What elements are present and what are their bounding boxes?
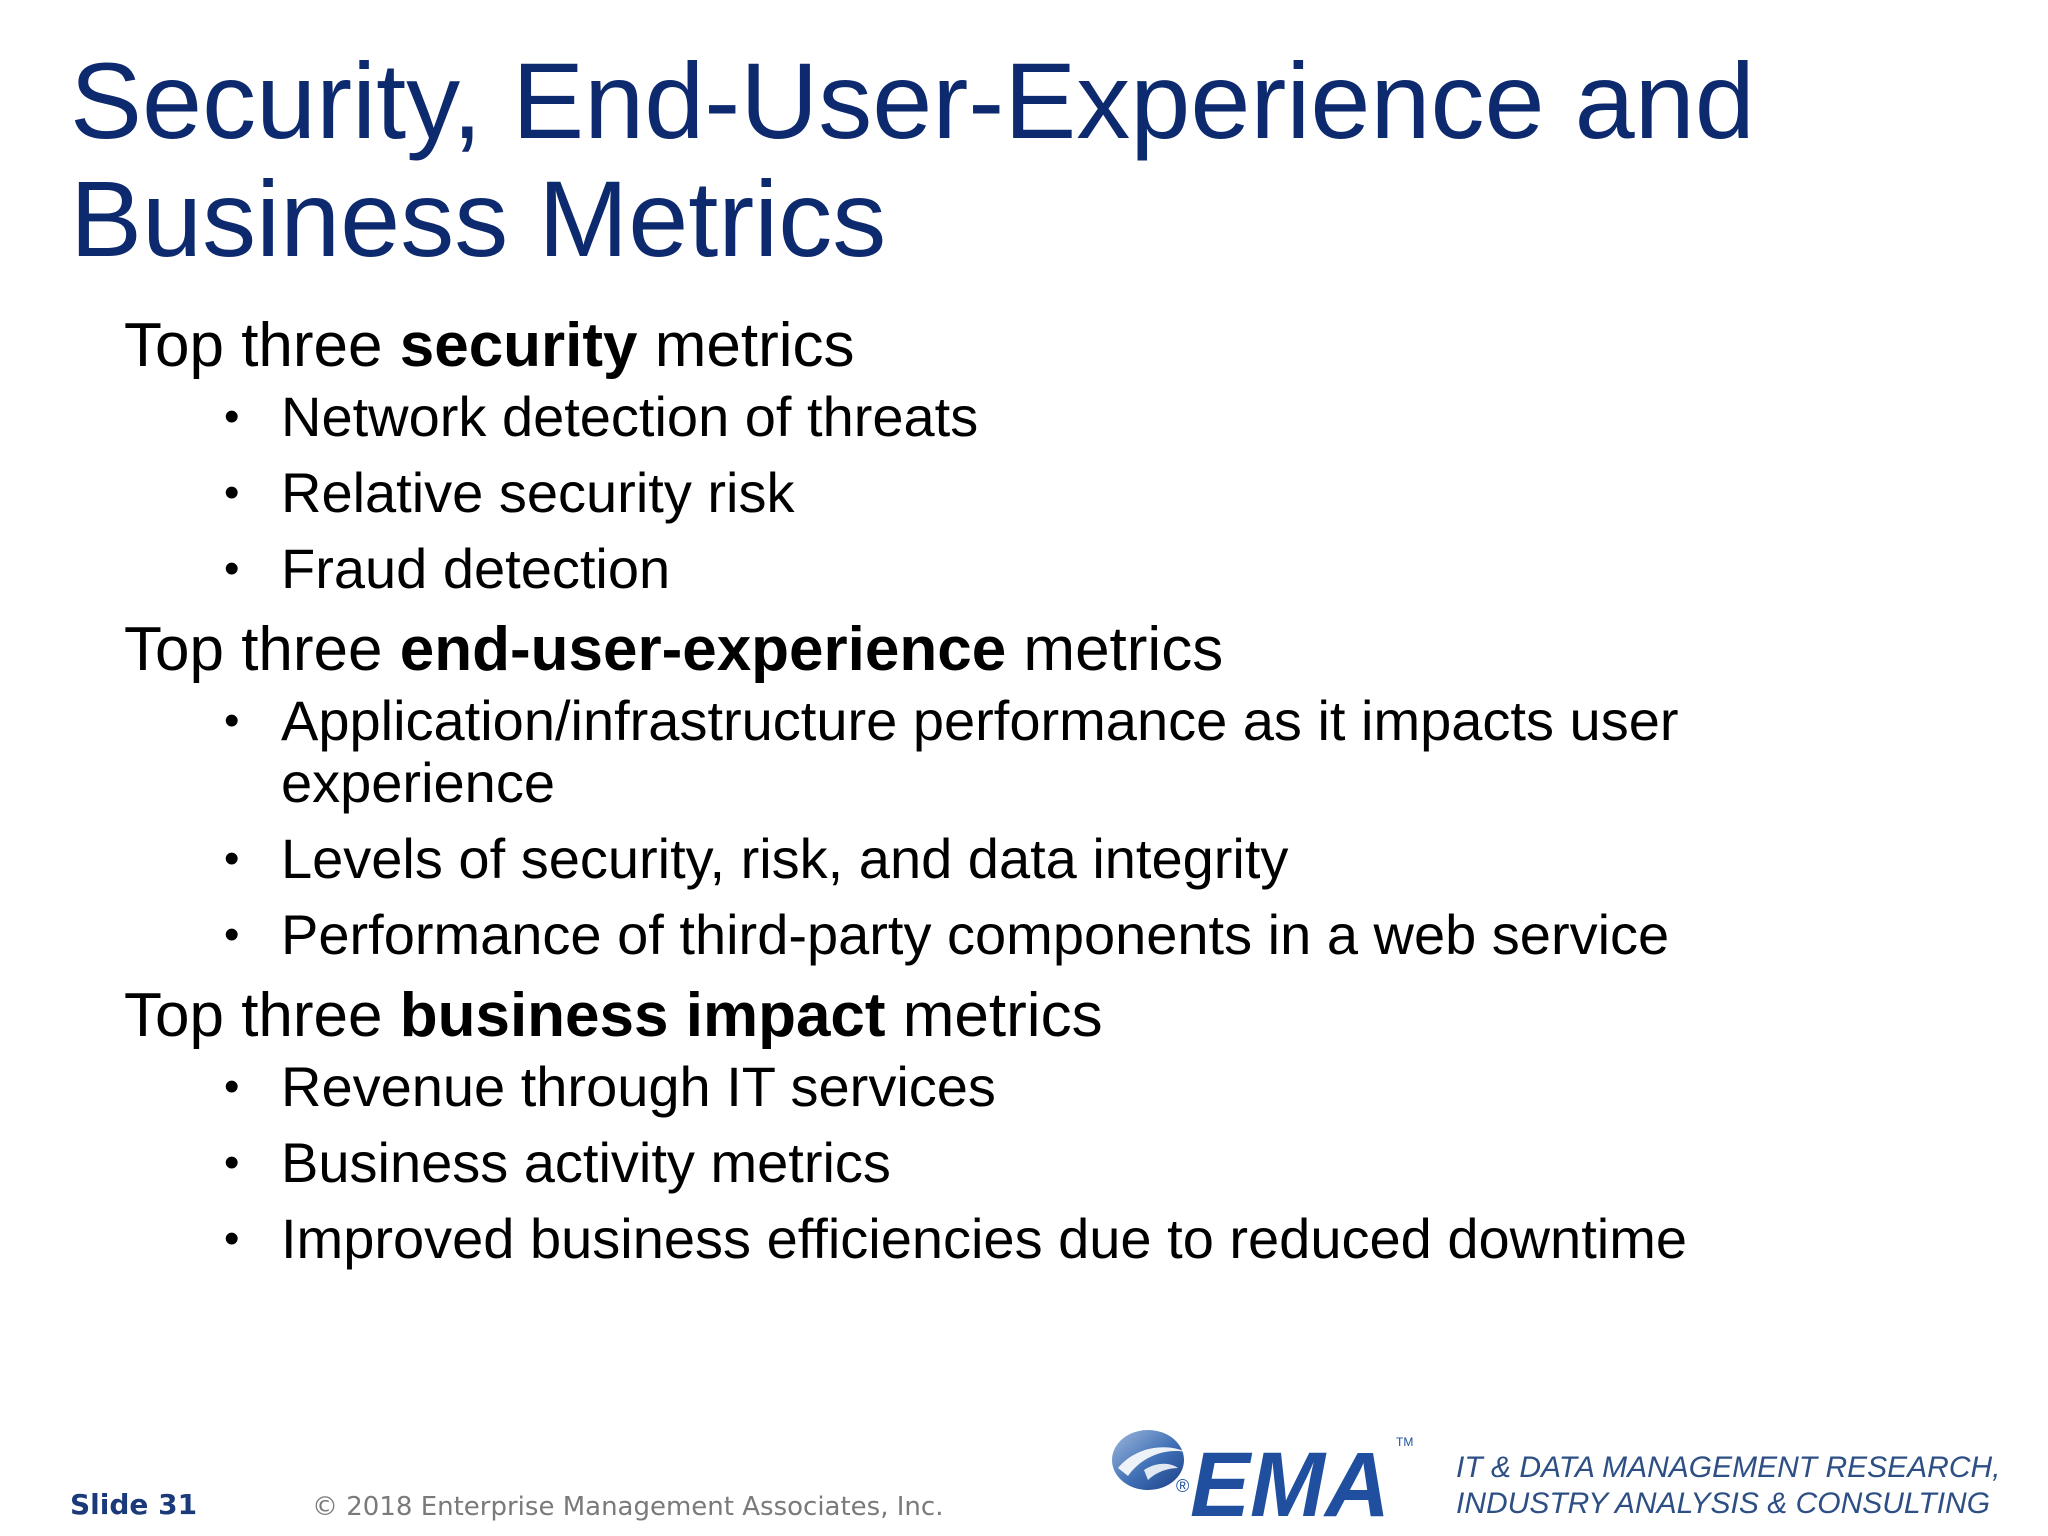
bullet-icon: • xyxy=(224,1138,240,1187)
heading-suffix: metrics xyxy=(637,311,855,380)
heading-emphasis: end-user-experience xyxy=(399,615,1007,684)
list-item: • Application/infrastructure performance … xyxy=(124,690,1841,814)
list-item: • Performance of third-party components i… xyxy=(124,904,1841,966)
bullet-icon: • xyxy=(224,834,240,883)
bullet-list: • Revenue through IT services • Business a… xyxy=(124,1056,1984,1270)
slide-number: Slide 31 xyxy=(70,1488,198,1521)
bullet-list: • Network detection of threats • Relative … xyxy=(124,386,1984,600)
heading-prefix: Top three xyxy=(124,981,400,1050)
slide-content: Top three security metrics • Network dete… xyxy=(124,310,1984,1284)
heading-suffix: metrics xyxy=(1006,615,1224,684)
bullet-icon: • xyxy=(224,544,240,593)
heading-suffix: metrics xyxy=(885,981,1103,1050)
list-item: • Improved business efficiencies due to r… xyxy=(124,1208,1841,1270)
company-tagline: IT & DATA MANAGEMENT RESEARCH, INDUSTRY … xyxy=(1456,1450,2001,1522)
list-item: • Revenue through IT services xyxy=(124,1056,1841,1118)
section-heading: Top three security metrics xyxy=(124,310,1984,382)
bullet-icon: • xyxy=(224,468,240,517)
list-item-text: Levels of security, risk, and data integ… xyxy=(281,827,1289,890)
heading-prefix: Top three xyxy=(124,311,400,380)
list-item: • Fraud detection xyxy=(124,538,1841,600)
registered-mark: ® xyxy=(1176,1476,1189,1496)
list-item-text: Business activity metrics xyxy=(281,1131,891,1194)
heading-prefix: Top three xyxy=(124,615,400,684)
list-item-text: Fraud detection xyxy=(281,537,671,600)
bullet-icon: • xyxy=(224,696,240,745)
business-impact-metrics-section: Top three business impact metrics • Reven… xyxy=(124,980,1984,1270)
tagline-line-1: IT & DATA MANAGEMENT RESEARCH, xyxy=(1456,1451,2001,1484)
section-heading: Top three end-user-experience metrics xyxy=(124,614,1984,686)
ema-swoosh-icon xyxy=(1112,1430,1186,1490)
heading-emphasis: business impact xyxy=(399,981,886,1050)
ema-logo: ® EMA TM xyxy=(1112,1430,1413,1522)
tagline-line-2: INDUSTRY ANALYSIS & CONSULTING xyxy=(1456,1487,1991,1520)
bullet-icon: • xyxy=(224,910,240,959)
slide-title-line-1: Security, End-User-Experience and xyxy=(70,40,1755,161)
list-item: • Levels of security, risk, and data inte… xyxy=(124,828,1841,890)
copyright-notice: © 2018 Enterprise Management Associates,… xyxy=(312,1492,944,1522)
bullet-icon: • xyxy=(224,1214,240,1263)
list-item: • Network detection of threats xyxy=(124,386,1841,448)
bullet-icon: • xyxy=(224,392,240,441)
section-heading: Top three business impact metrics xyxy=(124,980,1984,1052)
trademark-mark: TM xyxy=(1396,1435,1413,1449)
list-item: • Business activity metrics xyxy=(124,1132,1841,1194)
end-user-experience-metrics-section: Top three end-user-experience metrics • A… xyxy=(124,614,1984,966)
list-item-text: Relative security risk xyxy=(281,461,795,524)
heading-emphasis: security xyxy=(399,311,638,380)
slide-title-line-2: Business Metrics xyxy=(70,158,887,279)
security-metrics-section: Top three security metrics • Network dete… xyxy=(124,310,1984,600)
list-item: • Relative security risk xyxy=(124,462,1841,524)
list-item-text: Revenue through IT services xyxy=(281,1055,996,1118)
bullet-icon: • xyxy=(224,1062,240,1111)
list-item-text: Network detection of threats xyxy=(281,385,979,448)
list-item-text: Performance of third-party components in… xyxy=(281,903,1670,966)
list-item-text: Application/infrastructure performance a… xyxy=(281,689,1679,814)
slide-title: Security, End-User-Experience and Busine… xyxy=(70,42,1970,278)
list-item-text: Improved business efficiencies due to re… xyxy=(281,1207,1687,1270)
bullet-list: • Application/infrastructure performance … xyxy=(124,690,1984,966)
logo-wordmark: EMA xyxy=(1190,1434,1390,1522)
